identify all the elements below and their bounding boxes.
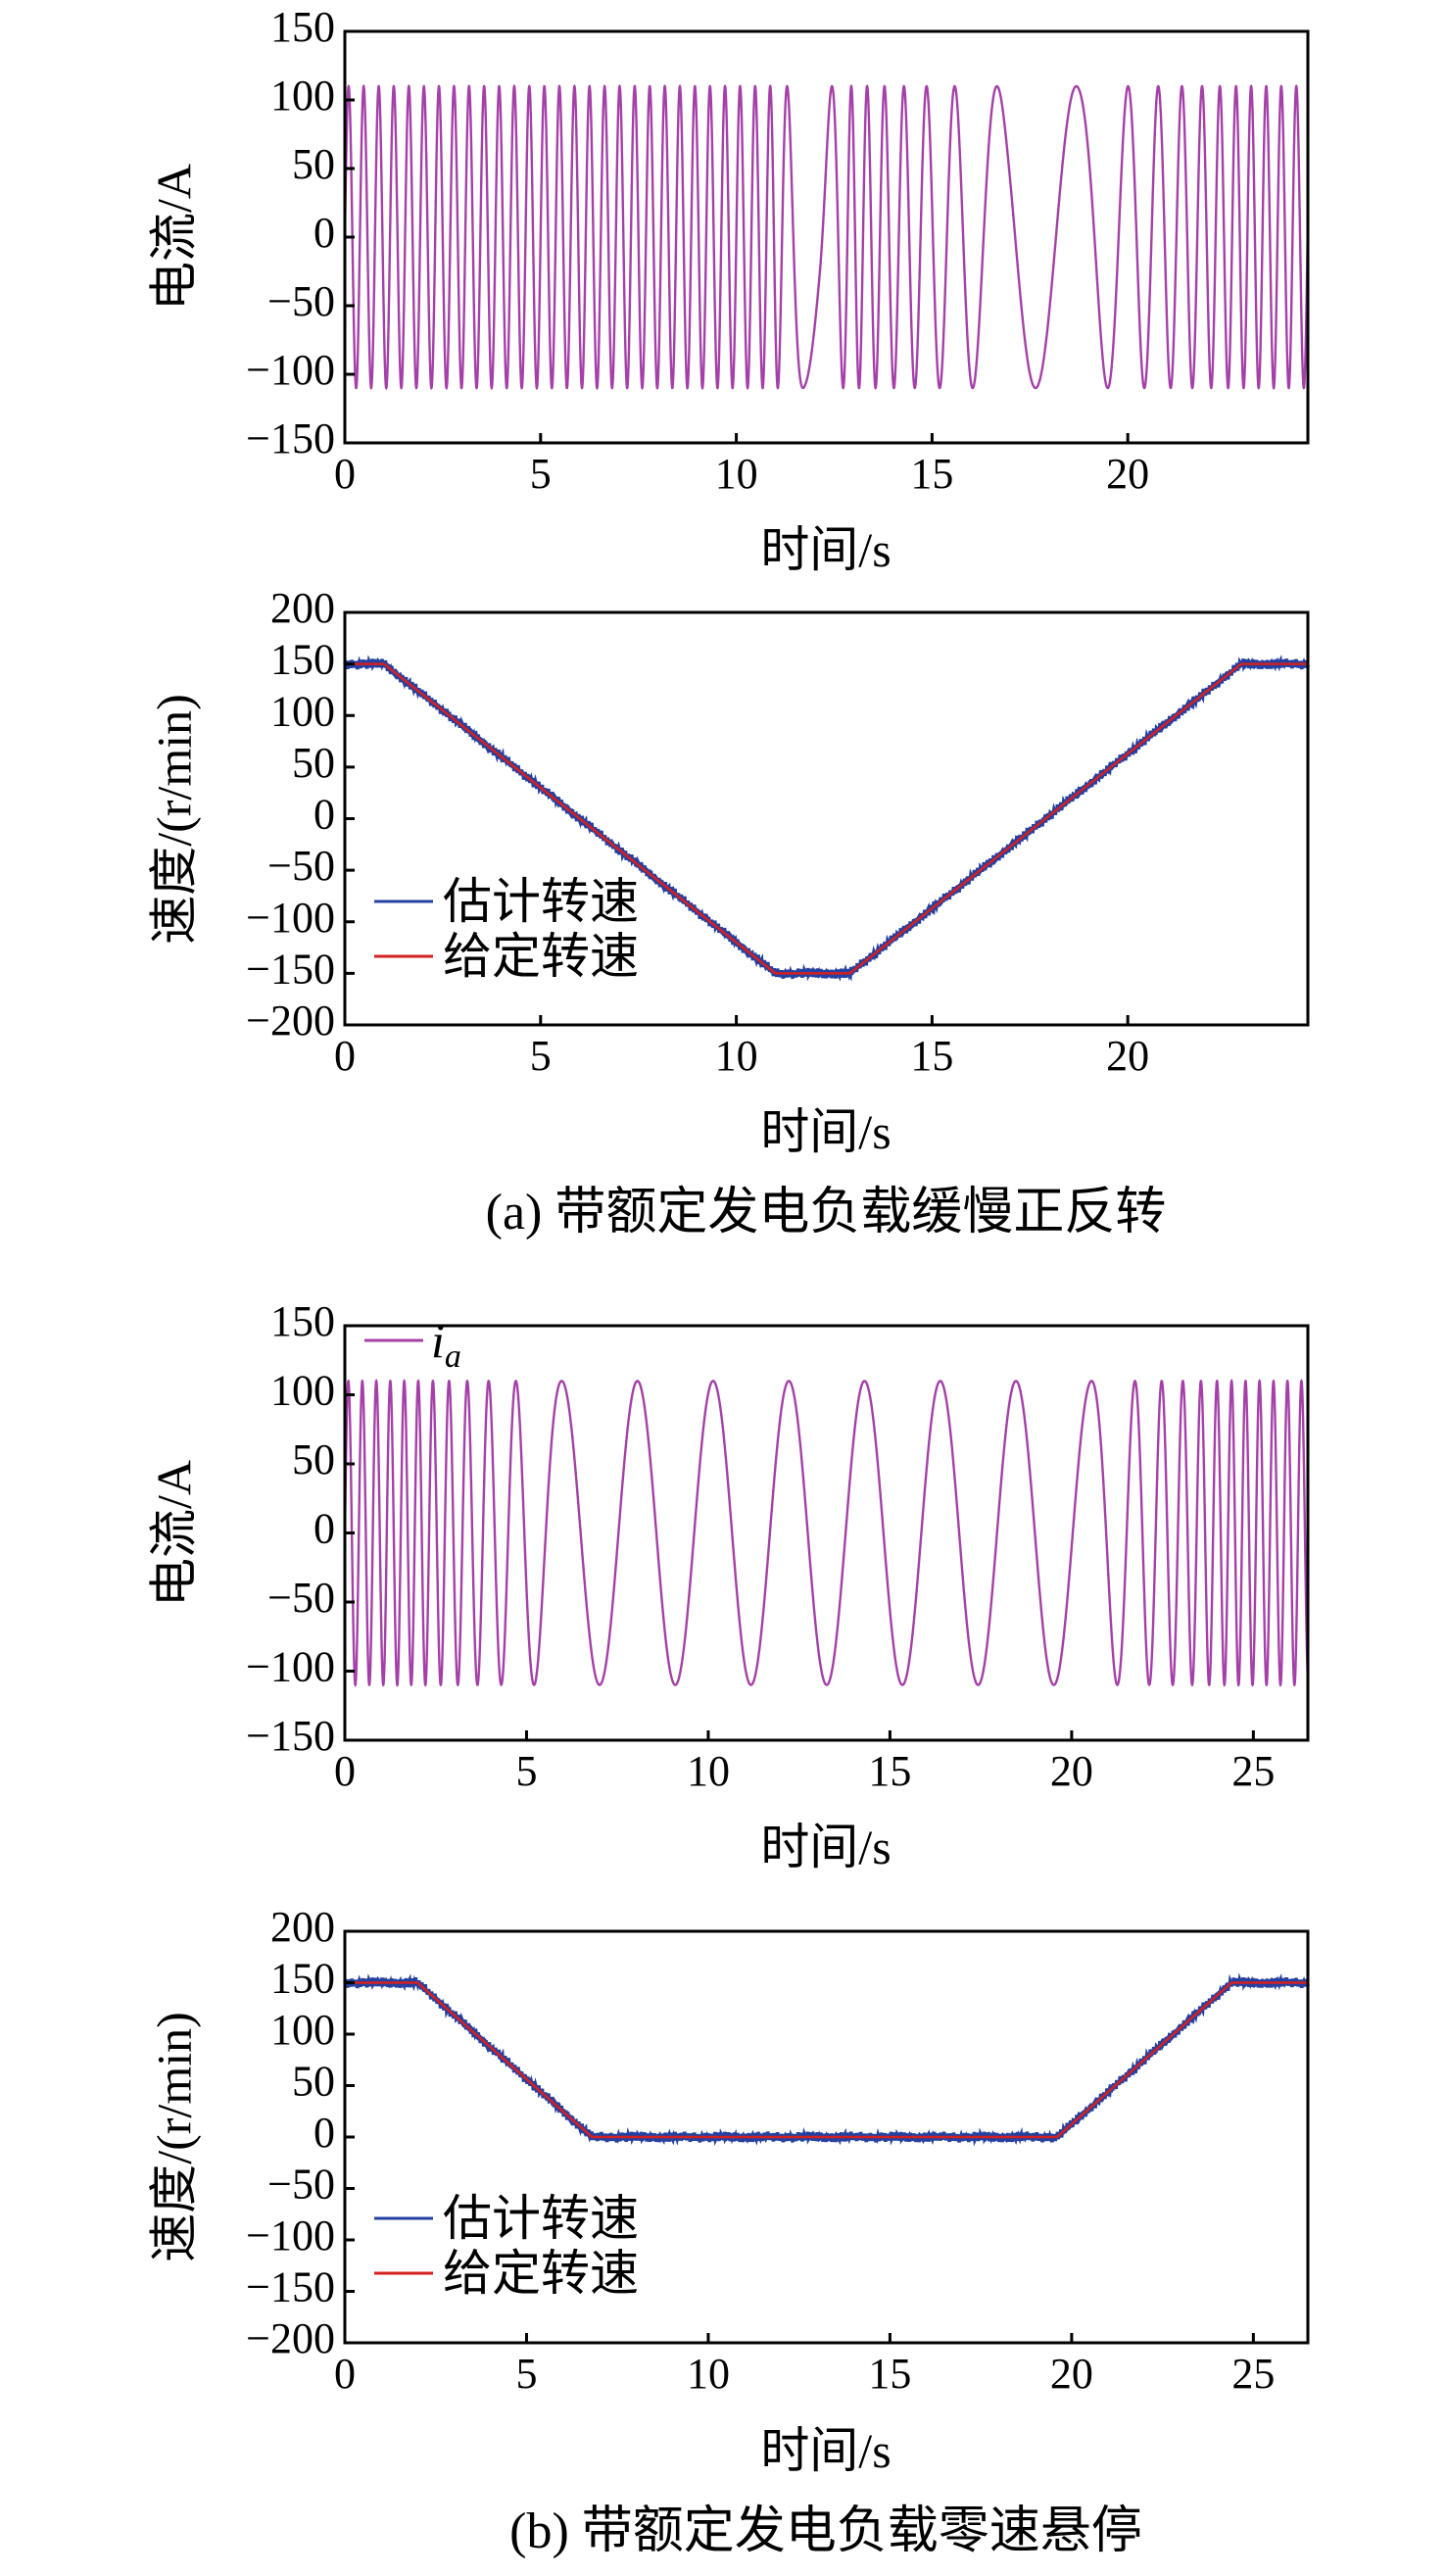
y-tick-label: 200	[270, 584, 335, 632]
x-tick-label: 10	[687, 2350, 730, 2398]
y-tick-label: 50	[292, 140, 335, 188]
x-tick-label: 0	[334, 1032, 356, 1080]
y-tick-label: −150	[246, 945, 335, 993]
x-axis-label: 时间/s	[760, 522, 891, 577]
y-tick-label: −200	[246, 996, 335, 1045]
y-tick-label: 50	[292, 739, 335, 787]
legend: 估计转速 给定转速	[374, 2191, 639, 2301]
y-tick-label: 0	[313, 2109, 335, 2157]
y-tick-label: −50	[267, 277, 335, 325]
chart-a-current: −150 −100 −50 0 50 100 150 0 5 10 15 20 电流/A 时间/s	[146, 3, 1310, 577]
y-tick-label: 150	[270, 1297, 335, 1345]
x-axis-label: 时间/s	[760, 2423, 891, 2478]
current-plot-a	[343, 83, 1310, 391]
axis-ticks: −150 −100 −50 0 50 100 150 0 5 10 15 20 25	[246, 1297, 1275, 1795]
y-tick-label: −150	[246, 2263, 335, 2311]
y-axis-label: 速度/(r/min)	[146, 2012, 201, 2262]
x-tick-label: 15	[868, 1747, 911, 1795]
speed-plot-a	[343, 655, 1310, 982]
y-tick-label: −50	[267, 2161, 335, 2209]
caption-a: (a) 带额定发电负载缓慢正反转	[486, 1185, 1167, 1240]
x-tick-label: 25	[1231, 2350, 1275, 2398]
y-tick-label: 200	[270, 1903, 335, 1951]
x-tick-label: 5	[530, 1032, 552, 1080]
x-tick-label: 10	[687, 1747, 730, 1795]
y-tick-label: −50	[267, 1574, 335, 1622]
legend-label-estimated: 估计转速	[443, 2191, 639, 2246]
x-tick-label: 15	[910, 1032, 953, 1080]
current-plot-b	[343, 1379, 1310, 1687]
x-tick-label: 10	[715, 450, 758, 498]
y-tick-label: 100	[270, 72, 335, 120]
legend-main: i	[431, 1313, 445, 1368]
y-tick-label: 150	[270, 636, 335, 684]
y-tick-label: 150	[270, 3, 335, 51]
y-tick-label: −100	[246, 894, 335, 942]
y-tick-label: −150	[246, 1712, 335, 1760]
y-tick-label: −100	[246, 2211, 335, 2260]
y-tick-label: 100	[270, 1367, 335, 1415]
x-tick-label: 0	[334, 1747, 356, 1795]
y-tick-label: −100	[246, 1643, 335, 1691]
y-tick-label: −100	[246, 346, 335, 394]
x-tick-label: 5	[515, 2350, 537, 2398]
y-tick-label: 50	[292, 1435, 335, 1483]
current-series-line	[343, 1379, 1310, 1687]
y-axis-label: 速度/(r/min)	[146, 694, 201, 945]
y-axis-label: 电流/A	[146, 164, 201, 311]
y-tick-label: 100	[270, 687, 335, 735]
x-tick-label: 10	[715, 1032, 758, 1080]
x-tick-label: 20	[1106, 450, 1149, 498]
reference-speed-line	[345, 662, 1308, 975]
y-tick-label: 0	[313, 209, 335, 257]
y-tick-label: 0	[313, 1505, 335, 1553]
y-tick-label: 0	[313, 791, 335, 839]
x-tick-label: 5	[515, 1747, 537, 1795]
caption-b: (b) 带额定发电负载零速悬停	[509, 2503, 1142, 2559]
x-tick-label: 5	[530, 450, 552, 498]
current-series-line	[343, 83, 1310, 391]
y-tick-label: 100	[270, 2006, 335, 2054]
x-tick-label: 20	[1050, 1747, 1093, 1795]
legend-label-current: ia	[431, 1313, 461, 1375]
x-tick-label: 25	[1231, 1747, 1275, 1795]
x-axis-label: 时间/s	[760, 1104, 891, 1159]
x-tick-label: 0	[334, 450, 356, 498]
y-tick-label: −150	[246, 414, 335, 462]
x-axis-label: 时间/s	[760, 1820, 891, 1874]
legend: ia	[364, 1313, 461, 1375]
x-tick-label: 15	[868, 2350, 911, 2398]
legend-label-estimated: 估计转速	[443, 874, 639, 929]
y-tick-label: 150	[270, 1955, 335, 2003]
x-tick-label: 20	[1106, 1032, 1149, 1080]
estimated-speed-line	[343, 655, 1310, 982]
reference-speed-line	[345, 1981, 1308, 2139]
chart-b-current: −150 −100 −50 0 50 100 150 0 5 10 15 20 25 电流/A 时间/s…	[146, 1297, 1310, 1874]
x-tick-label: 0	[334, 2350, 356, 2398]
y-tick-label: −200	[246, 2314, 335, 2362]
y-tick-label: −50	[267, 842, 335, 890]
x-tick-label: 20	[1050, 2350, 1093, 2398]
x-tick-label: 15	[910, 450, 953, 498]
y-axis-label: 电流/A	[146, 1460, 201, 1607]
axis-ticks: −150 −100 −50 0 50 100 150 0 5 10 15 20	[246, 3, 1149, 498]
legend-sub: a	[445, 1338, 461, 1375]
legend-label-reference: 给定转速	[443, 2246, 639, 2301]
estimated-speed-line	[343, 1972, 1310, 2147]
plot-frame	[343, 29, 1310, 445]
y-tick-label: 50	[292, 2058, 335, 2106]
legend-label-reference: 给定转速	[443, 929, 639, 984]
speed-plot-b	[343, 1972, 1310, 2147]
legend: 估计转速 给定转速	[374, 874, 639, 984]
